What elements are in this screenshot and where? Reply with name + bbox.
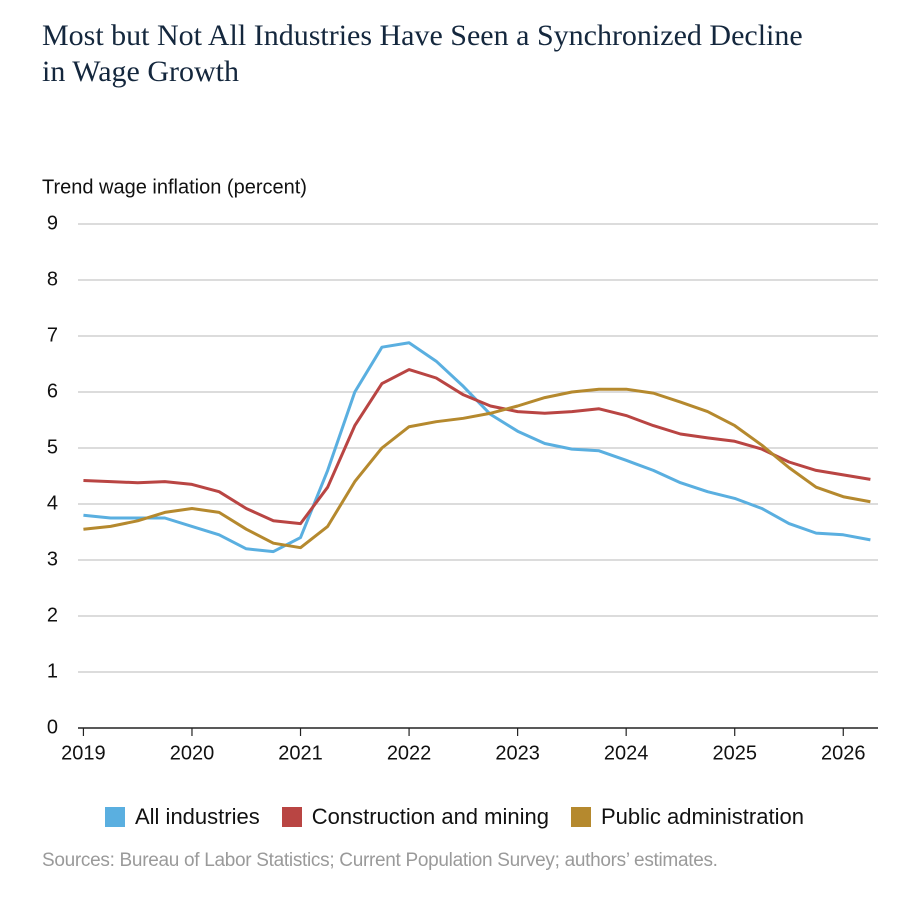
y-tick-label: 6 <box>47 380 58 402</box>
source-note: Sources: Bureau of Labor Statistics; Cur… <box>42 850 718 871</box>
y-tick-label: 7 <box>47 324 58 346</box>
legend-swatch <box>570 807 591 827</box>
y-tick-label: 0 <box>47 716 58 738</box>
x-tick-label: 2020 <box>170 742 215 764</box>
y-tick-label: 3 <box>47 548 58 570</box>
y-tick-label: 5 <box>47 436 58 458</box>
legend-swatch <box>105 807 125 827</box>
legend-item: Construction and mining <box>281 804 549 830</box>
legend-swatch <box>281 807 302 827</box>
x-tick-label: 2021 <box>278 742 323 764</box>
x-tick-label: 2025 <box>712 742 757 764</box>
chart-title: Most but Not All Industries Have Seen a … <box>42 19 803 88</box>
y-tick-label: 2 <box>47 604 58 626</box>
legend-label: All industries <box>135 804 260 829</box>
y-tick-label: 1 <box>47 660 58 682</box>
legend-item: Public administration <box>570 804 804 830</box>
series-line <box>83 387 871 550</box>
x-tick-label: 2024 <box>604 742 649 764</box>
legend-item: All industries <box>105 804 260 830</box>
x-tick-label: 2026 <box>821 742 866 764</box>
x-tick-label: 2019 <box>61 742 106 764</box>
y-axis-label: Trend wage inflation (percent) <box>42 176 307 198</box>
y-tick-label: 8 <box>47 268 58 290</box>
x-tick-label: 2022 <box>387 742 432 764</box>
legend: All industries Construction and mining Pub… <box>105 804 804 830</box>
legend-label: Construction and mining <box>311 804 549 829</box>
y-tick-label: 9 <box>47 212 58 234</box>
x-tick-label: 2023 <box>495 742 540 764</box>
legend-label: Public administration <box>600 804 804 829</box>
y-tick-label: 4 <box>47 492 58 514</box>
series-line <box>83 368 871 526</box>
